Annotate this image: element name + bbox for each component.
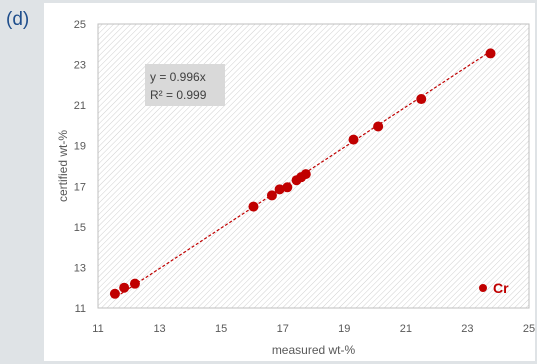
- y-tick-label: 15: [74, 222, 86, 234]
- x-tick-label: 21: [400, 323, 412, 335]
- data-point: [119, 282, 130, 293]
- legend-marker: [479, 284, 487, 292]
- data-point: [300, 169, 311, 180]
- x-tick-label: 17: [277, 323, 289, 335]
- x-tick-label: 11: [92, 323, 103, 335]
- y-tick-label: 19: [74, 141, 86, 153]
- y-tick-label: 21: [74, 100, 86, 112]
- y-tick-label: 13: [74, 262, 86, 274]
- panel-label: (d): [6, 9, 30, 30]
- x-tick-label: 19: [338, 323, 350, 335]
- y-axis-title: certified wt-%: [56, 130, 70, 202]
- trendline: [116, 50, 491, 298]
- data-point: [485, 48, 496, 59]
- y-tick-label: 11: [75, 303, 86, 315]
- legend-label: Cr: [493, 280, 509, 296]
- data-point: [274, 184, 285, 195]
- data-point: [416, 94, 427, 105]
- x-tick-label: 15: [215, 323, 227, 335]
- data-point: [248, 201, 259, 212]
- x-tick-label: 13: [153, 323, 165, 335]
- y-tick-label: 23: [74, 60, 86, 72]
- x-tick-label: 23: [461, 323, 473, 335]
- chart-area: 11 13 15 17 19 21 23 25 11 13 15 17 19 21 23 25 measure…: [44, 3, 535, 361]
- data-point: [373, 121, 384, 132]
- x-tick-label: 25: [523, 323, 535, 335]
- data-point: [348, 134, 359, 145]
- chart-svg: 11 13 15 17 19 21 23 25 11 13 15 17 19 21 23 25 measure…: [56, 19, 535, 357]
- data-point: [282, 182, 293, 193]
- data-point: [129, 278, 140, 289]
- trendline-label: y = 0.996x R² = 0.999: [145, 64, 225, 106]
- x-axis-title: measured wt-%: [272, 343, 356, 357]
- legend: Cr: [479, 280, 509, 296]
- y-tick-label: 17: [74, 181, 86, 193]
- equation-box: [145, 64, 225, 106]
- data-point: [266, 190, 277, 201]
- data-point: [109, 288, 120, 299]
- r-squared-text: R² = 0.999: [150, 88, 207, 102]
- y-tick-label: 25: [74, 19, 86, 31]
- equation-text: y = 0.996x: [150, 70, 206, 84]
